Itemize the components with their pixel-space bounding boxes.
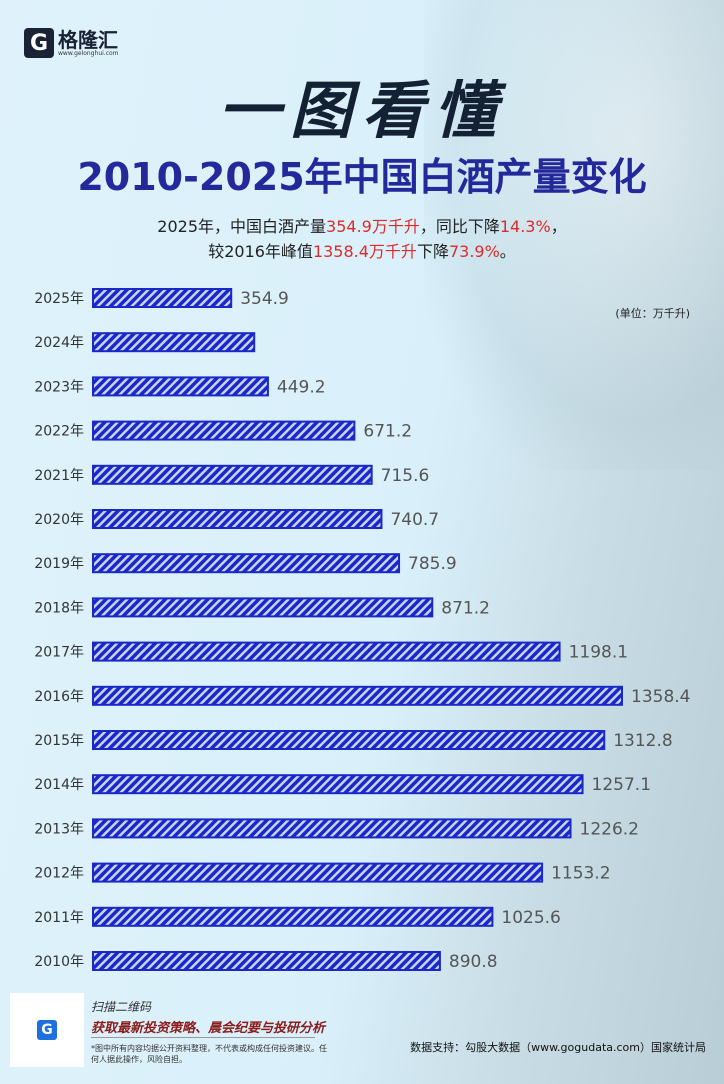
big-title: 一图看懂	[217, 74, 506, 147]
background-bottle-image	[424, 0, 724, 470]
summary-line-1: 2025年，中国白酒产量354.9万千升，同比下降14.3%，	[0, 213, 724, 237]
logo: G 格隆汇 www.gelonghui.com	[24, 28, 119, 58]
bar	[92, 862, 544, 883]
category-label: 2013年	[34, 821, 84, 837]
bar	[92, 553, 401, 574]
value-label: 1153.2	[551, 864, 610, 884]
bar	[92, 641, 561, 662]
category-label: 2012年	[34, 866, 84, 882]
value-label: 1358.4	[631, 687, 690, 707]
value-label: 871.2	[441, 598, 490, 618]
scan-label: 扫描二维码	[91, 1000, 152, 1014]
highlight: 73.9%	[448, 242, 500, 261]
bar	[92, 464, 373, 485]
bar	[92, 818, 572, 839]
bar	[92, 951, 441, 971]
category-label: 2017年	[34, 645, 84, 661]
category-label: 2014年	[34, 777, 84, 793]
logo-g-icon: G	[24, 28, 54, 58]
value-label: 715.6	[381, 466, 430, 486]
bar	[92, 288, 233, 308]
bar	[92, 685, 623, 706]
logo-name: 格隆汇	[58, 27, 118, 52]
category-label: 2011年	[34, 910, 84, 926]
category-label: 2022年	[34, 424, 84, 440]
promo-text: 获取最新投资策略、晨会纪要与投研分析	[91, 1021, 326, 1036]
value-label: 1025.6	[501, 908, 560, 928]
bar	[92, 420, 356, 441]
disclaimer: *图中所有内容均据公开资料整理，不代表或构成任何投资建议。任何人据此操作，风险自…	[91, 1044, 327, 1064]
data-source: 数据支持：勾股大数据（www.gogudata.com）国家统计局	[410, 1041, 706, 1054]
category-label: 2025年	[34, 291, 84, 307]
category-label: 2020年	[34, 512, 84, 528]
value-label: 1257.1	[592, 775, 651, 795]
highlight: 354.9万千升	[326, 217, 420, 236]
bar	[92, 906, 494, 927]
text: 。	[499, 242, 516, 261]
value-label: 1312.8	[613, 731, 672, 751]
bar	[92, 774, 584, 795]
text: ，	[550, 217, 567, 236]
page-title: 2010-2025年中国白酒产量变化	[77, 155, 647, 199]
bar	[92, 509, 383, 529]
bar	[92, 730, 606, 750]
value-label: 1226.2	[580, 819, 639, 839]
value-label: 890.8	[449, 952, 498, 972]
text: 2025年，中国白酒产量	[157, 217, 327, 236]
text: ，同比下降	[419, 217, 500, 236]
logo-url: www.gelonghui.com	[58, 49, 119, 57]
unit-label: (单位：万千升)	[615, 307, 690, 320]
bar	[92, 332, 256, 353]
value-label: 740.7	[390, 510, 439, 530]
value-label: 449.2	[277, 377, 326, 397]
category-label: 2016年	[34, 689, 84, 705]
category-label: 2018年	[34, 600, 84, 616]
value-label: 1198.1	[569, 643, 628, 663]
category-label: 2024年	[34, 335, 84, 351]
bar-chart: 2025年 354.9 2024年 2023年 449.2 2022年 671.2 2021年…	[34, 288, 690, 972]
text: 下降	[416, 242, 449, 261]
category-label: 2010年	[34, 954, 84, 970]
qr-code: G	[10, 993, 84, 1067]
bar	[92, 597, 434, 618]
category-label: 2019年	[34, 556, 84, 572]
value-label: 785.9	[408, 554, 457, 574]
text: 较2016年峰值	[208, 242, 313, 261]
category-label: 2021年	[34, 468, 84, 484]
highlight: 14.3%	[499, 217, 551, 236]
highlight: 1358.4万千升	[312, 242, 417, 261]
bar	[92, 376, 269, 397]
divider	[91, 1037, 315, 1038]
value-label: 671.2	[363, 422, 412, 442]
qr-logo-icon: G	[37, 1020, 57, 1040]
summary-line-2: 较2016年峰值1358.4万千升下降73.9%。	[0, 238, 724, 262]
category-label: 2015年	[34, 733, 84, 749]
value-label: 354.9	[240, 289, 289, 309]
category-label: 2023年	[34, 379, 84, 395]
